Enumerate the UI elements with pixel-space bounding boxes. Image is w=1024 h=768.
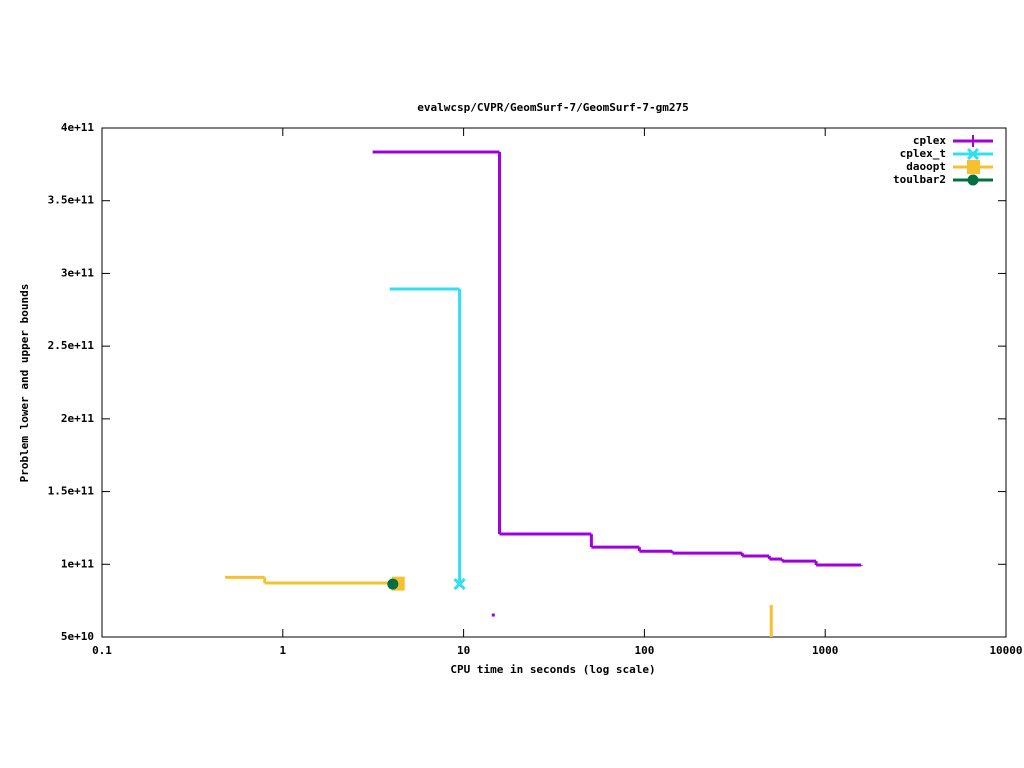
y-tick-label: 1.5e+11 — [48, 485, 95, 498]
marker — [453, 578, 466, 591]
chart-title: evalwcsp/CVPR/GeomSurf-7/GeomSurf-7-gm27… — [417, 101, 689, 114]
y-tick-label: 2.5e+11 — [48, 339, 95, 352]
y-tick-label: 5e+10 — [61, 630, 94, 643]
x-tick-label: 100 — [634, 644, 654, 657]
x-tick-label: 10 — [457, 644, 470, 657]
x-axis-label: CPU time in seconds (log scale) — [450, 663, 655, 676]
legend-label: toulbar2 — [893, 173, 946, 186]
point — [491, 613, 495, 617]
legend-label: cplex_t — [900, 147, 946, 160]
x-tick-label: 0.1 — [92, 644, 112, 657]
x-tick-label: 1 — [279, 644, 286, 657]
y-tick-label: 3e+11 — [61, 266, 94, 279]
legend-label: cplex — [913, 134, 946, 147]
x-tick-label: 1000 — [812, 644, 839, 657]
plot-frame — [101, 127, 1007, 638]
y-tick-label: 2e+11 — [61, 412, 94, 425]
marker — [387, 578, 399, 590]
marker — [967, 135, 979, 147]
y-tick-label: 3.5e+11 — [48, 194, 95, 207]
y-tick-label: 4e+11 — [61, 121, 94, 134]
x-tick-label: 10000 — [989, 644, 1022, 657]
marker — [966, 147, 980, 161]
y-tick-label: 1e+11 — [61, 557, 94, 570]
legend-label: daoopt — [906, 160, 946, 173]
marker — [967, 160, 980, 174]
marker — [967, 174, 979, 186]
y-axis-label: Problem lower and upper bounds — [18, 284, 31, 483]
